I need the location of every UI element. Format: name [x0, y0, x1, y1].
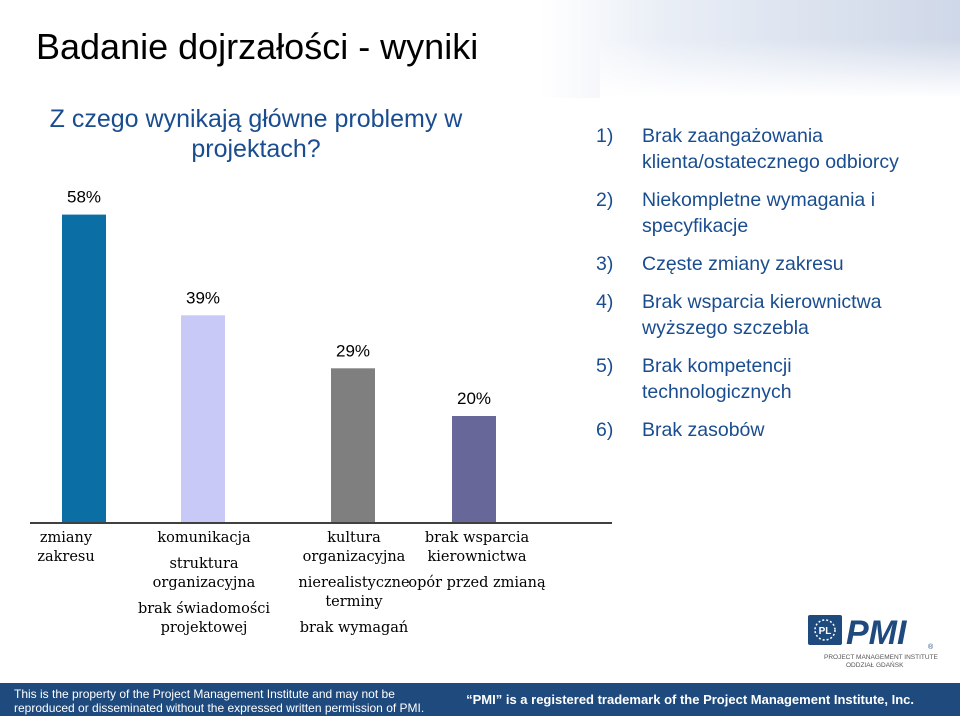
category-label: brak wymagań	[299, 620, 409, 636]
bar-value-label-3: 29%	[336, 341, 370, 360]
reason-number: 3)	[596, 253, 614, 275]
category-label: brak świadomości projektowej	[137, 601, 271, 636]
pmi-logo: PL PMI ® PROJECT MANAGEMENT INSTITUTE OD…	[808, 614, 939, 669]
category-label: opór przed zmianą	[408, 575, 546, 591]
reason-number: 4)	[596, 291, 614, 313]
category-group-2: komunikacja struktura organizacyjna brak ś…	[134, 529, 274, 638]
category-group-1: zmiany zakresu	[34, 529, 98, 567]
bar-2	[181, 315, 225, 522]
reason-number: 2)	[596, 189, 614, 211]
chart-question: Z czego wynikają główne problemy w proje…	[49, 105, 463, 163]
bar-1	[62, 214, 106, 522]
pl-badge-icon: PL	[808, 615, 842, 645]
category-group-4: brak wsparcia kierownictwa opór przed zmi…	[402, 529, 552, 593]
logo-brand: PMI	[846, 614, 908, 652]
category-group-3: kultura organizacyjna nierealistyczne ter…	[284, 529, 424, 638]
logo-badge: PL	[819, 626, 832, 637]
footer-trademark: “PMI” is a registered trademark of the P…	[466, 692, 914, 707]
reason-text: Brak zasobów	[642, 419, 765, 441]
header-gradient-fade	[600, 0, 960, 98]
bar-value-label-1: 58%	[67, 188, 101, 207]
footer-copyright: This is the property of the Project Mana…	[14, 687, 424, 715]
slide-title: Badanie dojrzałości - wyniki	[36, 26, 479, 67]
logo-line1: PROJECT MANAGEMENT INSTITUTE	[824, 654, 939, 661]
footer-copyright-line1: This is the property of the Project Mana…	[14, 687, 395, 701]
category-label: kultura organizacyjna	[302, 530, 406, 565]
reason-text: Brak zaangażowania klienta/ostatecznego o…	[642, 125, 899, 173]
reason-number: 1)	[596, 125, 614, 147]
category-label: brak wsparcia kierownictwa	[424, 530, 530, 565]
category-label: komunikacja	[157, 530, 251, 546]
bar-3	[331, 368, 375, 522]
bar-value-label-2: 39%	[186, 288, 220, 307]
bar-value-label-4: 20%	[457, 389, 491, 408]
logo-line2: ODDZIAŁ GDAŃSK	[846, 660, 904, 669]
footer-bar: This is the property of the Project Mana…	[0, 683, 960, 716]
category-label: zmiany zakresu	[37, 530, 95, 565]
reason-text: Brak kompetencji technologicznych	[642, 355, 792, 403]
reason-text: Niekompletne wymagania i specyfikacje	[642, 189, 876, 237]
footer-copyright-line2: reproduced or disseminated without the e…	[14, 701, 425, 715]
registered-icon: ®	[928, 643, 934, 651]
bar-4	[452, 416, 496, 522]
category-label: nierealistyczne terminy	[298, 575, 410, 610]
reason-number: 5)	[596, 355, 614, 377]
reason-text: Brak wsparcia kierownictwa wyższego szcze…	[642, 291, 882, 339]
category-label: struktura organizacyjna	[152, 556, 256, 591]
reason-number: 6)	[596, 419, 614, 441]
reason-text: Częste zmiany zakresu	[642, 253, 844, 275]
